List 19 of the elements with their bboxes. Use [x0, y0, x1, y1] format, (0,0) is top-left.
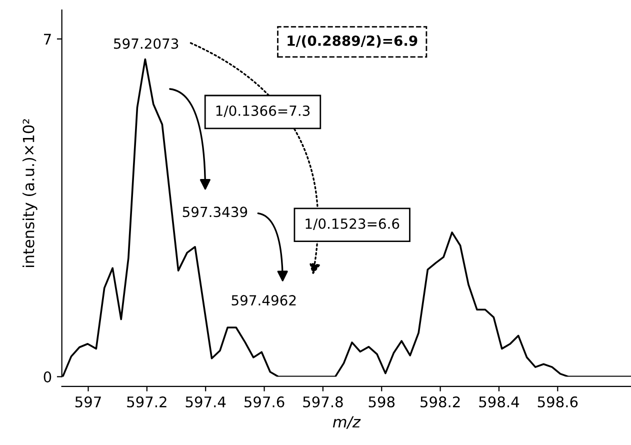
annotation: 597.3439	[182, 206, 248, 218]
x-tick-label: 598.2	[420, 396, 460, 408]
x-tick-label: 597	[75, 396, 101, 408]
x-tick-label: 597.4	[186, 396, 226, 408]
y-tick-label: 0	[44, 371, 52, 382]
annotation: 597.4962	[232, 295, 296, 306]
y-axis-title: intensity (a.u.)×10²	[22, 119, 38, 267]
x-tick-label: 598	[368, 396, 395, 408]
annotation: 1/0.1366=7.3	[216, 105, 310, 118]
x-tick-label: 597.6	[244, 396, 284, 408]
x-axis-title: m/z	[332, 416, 361, 429]
x-tick-label: 597.2	[127, 396, 166, 408]
annotation: 1/(0.2889/2)=6.9	[288, 35, 418, 48]
x-tick-label: 598.6	[538, 396, 578, 408]
x-tick-label: 598.4	[479, 396, 520, 408]
annotation: 1/0.1523=6.6	[306, 218, 400, 230]
annotation: 597.2073	[114, 38, 178, 49]
y-tick-label: 7	[44, 34, 51, 44]
x-tick-label: 597.8	[303, 396, 343, 408]
